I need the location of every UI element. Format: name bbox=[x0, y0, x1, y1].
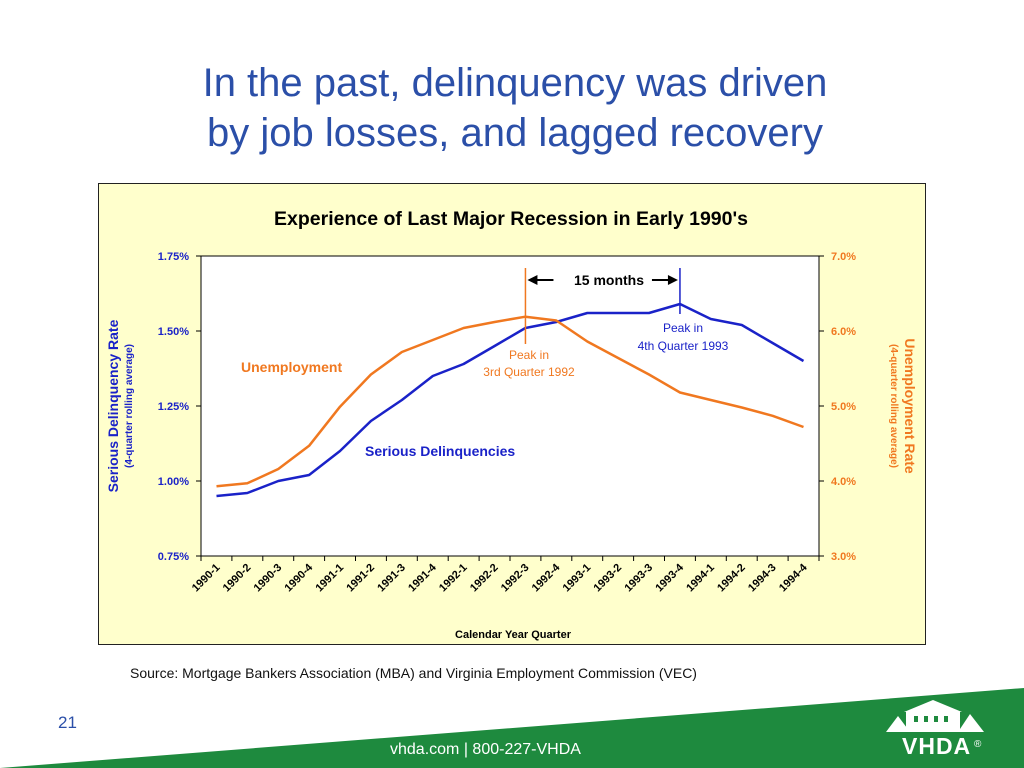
right-tick-label: 3.0% bbox=[831, 551, 856, 563]
span-arrow-right-head bbox=[667, 275, 678, 285]
left-axis-title: Serious Delinquency Rate (4-quarter roll… bbox=[105, 319, 135, 492]
right-axis: 3.0% 4.0% 5.0% 6.0% 7.0% bbox=[819, 251, 856, 563]
left-axis-sublabel: (4-quarter rolling average) bbox=[124, 344, 135, 468]
vhda-logo-houses-icon bbox=[886, 700, 984, 732]
span-arrow-left-head bbox=[527, 275, 538, 285]
right-tick-label: 6.0% bbox=[831, 326, 856, 338]
footer-contact: vhda.com | 800-227-VHDA bbox=[390, 741, 581, 758]
unemployment-series-line bbox=[216, 315, 804, 488]
chart-panel: Experience of Last Major Recession in Ea… bbox=[98, 183, 926, 645]
slide-title-line-1: In the past, delinquency was driven bbox=[202, 61, 828, 105]
peak-unemployment-label-1: Peak in bbox=[509, 348, 549, 362]
peak-delinquency-label-2: 4th Quarter 1993 bbox=[638, 339, 729, 353]
line-chart: Experience of Last Major Recession in Ea… bbox=[105, 208, 918, 641]
unemployment-series-label: Unemployment bbox=[241, 359, 342, 375]
slide-number: 21 bbox=[58, 713, 77, 732]
series-layer bbox=[216, 302, 805, 498]
right-axis-label: Unemployment Rate bbox=[902, 338, 918, 474]
vhda-logo-text: VHDA bbox=[902, 733, 972, 759]
footer-green-band bbox=[0, 688, 1024, 768]
peak-unemployment-label-2: 3rd Quarter 1992 bbox=[483, 365, 575, 379]
right-axis-title: Unemployment Rate (4-quarter rolling ave… bbox=[888, 338, 918, 474]
registered-mark: ® bbox=[974, 739, 982, 750]
plot-area bbox=[200, 255, 820, 557]
slide-title-line-2: by job losses, and lagged recovery bbox=[207, 111, 823, 155]
chart-title: Experience of Last Major Recession in Ea… bbox=[274, 208, 748, 230]
right-tick-label: 4.0% bbox=[831, 476, 856, 488]
delinquency-series-label: Serious Delinquencies bbox=[365, 443, 515, 459]
left-axis: 0.75% 1.00% 1.25% 1.50% 1.75% bbox=[158, 251, 201, 563]
left-axis-label: Serious Delinquency Rate bbox=[105, 319, 121, 492]
peak-delinquency-label-1: Peak in bbox=[663, 321, 703, 335]
left-tick-label: 1.00% bbox=[158, 476, 189, 488]
slide-title: In the past, delinquency was driven by j… bbox=[120, 58, 910, 158]
delinquency-series-line bbox=[216, 302, 805, 498]
left-tick-label: 1.25% bbox=[158, 401, 189, 413]
x-axis-label: Calendar Year Quarter bbox=[455, 629, 572, 641]
annotations: 15 months Peak in 3rd Quarter 1992 Peak … bbox=[241, 268, 729, 459]
right-tick-label: 5.0% bbox=[831, 401, 856, 413]
span-label: 15 months bbox=[574, 272, 644, 288]
left-tick-label: 1.50% bbox=[158, 326, 189, 338]
source-note: Source: Mortgage Bankers Association (MB… bbox=[130, 665, 697, 681]
right-tick-label: 7.0% bbox=[831, 251, 856, 263]
left-tick-label: 1.75% bbox=[158, 251, 189, 263]
left-tick-label: 0.75% bbox=[158, 551, 189, 563]
right-axis-sublabel: (4-quarter rolling average) bbox=[888, 344, 899, 468]
